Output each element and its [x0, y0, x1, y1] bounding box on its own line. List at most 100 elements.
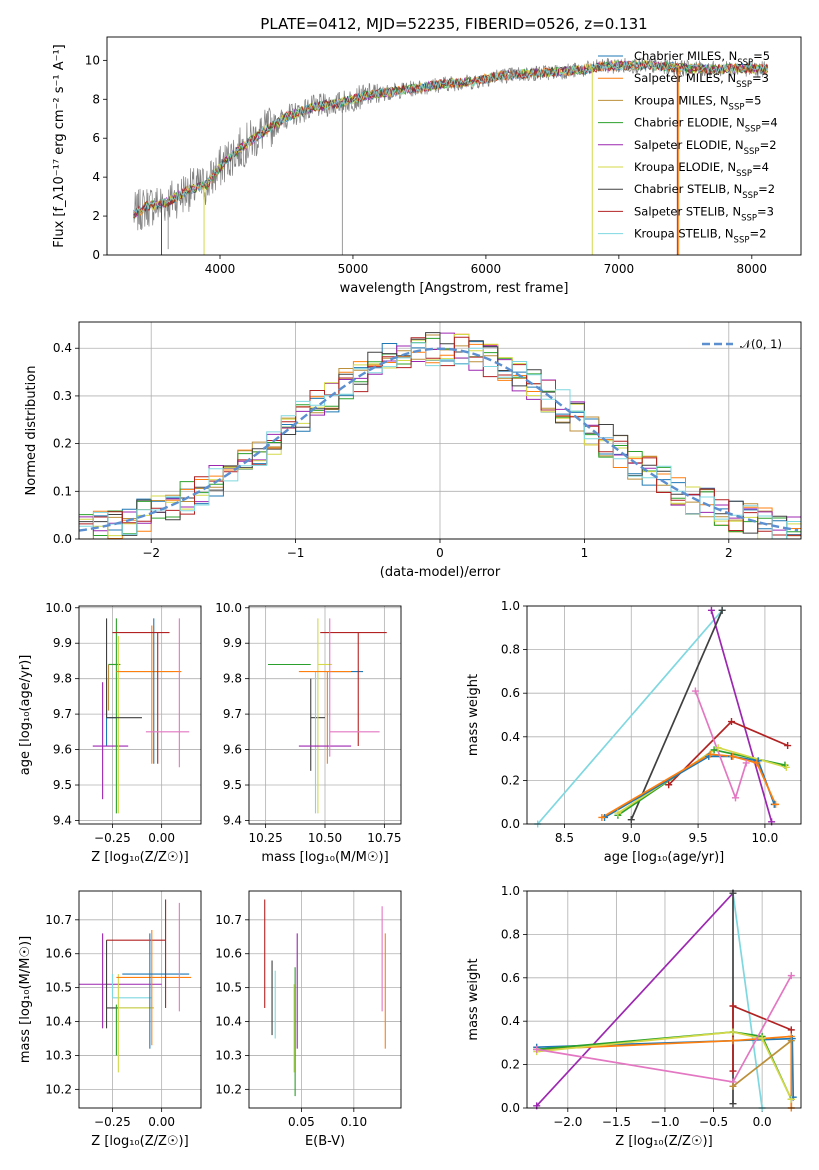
plus-marker — [665, 781, 673, 789]
y-axis-label: Flux [f_λ10⁻¹⁷ erg cm⁻² s⁻¹ A⁻¹] — [52, 44, 67, 248]
y-tick-label: 10.0 — [45, 601, 72, 615]
legend-label: Chabrier ELODIE, NSSP=4 — [634, 116, 778, 135]
y-axis-label: mass weight — [466, 674, 481, 756]
y-tick-label: 1.0 — [501, 884, 520, 898]
x-tick-label: −2.0 — [553, 1115, 582, 1129]
mass-weight-series-line — [536, 1031, 793, 1100]
plot-area — [133, 57, 769, 255]
y-axis-label: age [log₁₀(age/yr)] — [18, 655, 33, 776]
x-tick-label: 10.50 — [308, 831, 342, 845]
plus-marker — [691, 687, 699, 695]
x-tick-label: −1 — [287, 546, 305, 560]
x-axis-label: wavelength [Angstrom, rest frame] — [340, 281, 569, 296]
y-tick-label: 0.8 — [501, 643, 520, 657]
legend-label: Kroupa MILES, NSSP=5 — [634, 93, 761, 112]
y-tick-label: 8 — [92, 92, 100, 106]
x-tick-label: 0.00 — [148, 831, 175, 845]
mass-weight-vs-age-panel: 8.5 9.0 9.5 10.0 0.0 0.2 0.4 0.6 0.8 1.0 age [log₁… — [466, 599, 802, 865]
plus-marker — [729, 1067, 737, 1075]
plus-marker — [787, 972, 795, 980]
x-axis-label: (data-model)/error — [380, 565, 501, 580]
x-tick-label: 10.25 — [248, 831, 282, 845]
normal-distribution-curve — [79, 347, 799, 532]
legend-label: Salpeter MILES, NSSP=3 — [634, 71, 769, 90]
y-tick-label: 2 — [92, 209, 100, 223]
legend-label: Salpeter STELIB, NSSP=3 — [634, 204, 774, 223]
y-axis-label: mass [log₁₀(M/M☉)] — [18, 936, 33, 1063]
legend-label: Kroupa STELIB, NSSP=2 — [634, 227, 766, 246]
axes-frame — [526, 890, 802, 1109]
y-tick-label: 0.2 — [501, 1058, 520, 1072]
axes-frame — [526, 605, 802, 825]
x-axis-label: Z [log₁₀(Z/Z☉)] — [91, 1134, 188, 1149]
y-tick-label: 9.8 — [53, 672, 72, 686]
plus-marker — [727, 718, 735, 726]
legend-label: Salpeter ELODIE, NSSP=2 — [634, 138, 777, 157]
x-tick-label: −0.25 — [94, 831, 131, 845]
plus-marker — [707, 606, 715, 614]
y-tick-label: 10 — [85, 53, 100, 67]
y-tick-label: 10.7 — [215, 913, 242, 927]
plus-marker — [729, 752, 737, 760]
x-axis-label: Z [log₁₀(Z/Z☉)] — [615, 1134, 712, 1149]
plot-area — [92, 618, 190, 814]
y-tick-label: 9.9 — [53, 636, 72, 650]
plus-marker — [706, 750, 714, 758]
plus-marker — [787, 1026, 795, 1034]
x-tick-label: 7000 — [604, 262, 635, 276]
x-tick-label: 0 — [436, 546, 444, 560]
plus-marker — [729, 1002, 737, 1010]
x-tick-label: 4000 — [205, 262, 236, 276]
x-tick-label: 9.0 — [622, 831, 641, 845]
chart-title: PLATE=0412, MJD=52235, FIBERID=0526, z=0… — [260, 15, 647, 33]
y-tick-label: 9.4 — [223, 813, 242, 827]
plus-marker — [784, 742, 792, 750]
y-tick-label: 1.0 — [501, 599, 520, 613]
legend-label: 𝒩(0, 1) — [740, 337, 782, 351]
plus-marker — [753, 759, 761, 767]
y-tick-label: 10.6 — [45, 947, 72, 961]
x-tick-label: 1 — [581, 546, 589, 560]
x-tick-label: 6000 — [471, 262, 502, 276]
y-tick-label: 0.0 — [501, 1101, 520, 1115]
histogram-step-line — [79, 342, 801, 539]
plus-marker — [729, 1037, 737, 1045]
y-tick-label: 9.5 — [53, 778, 72, 792]
y-tick-label: 10.6 — [215, 947, 242, 961]
plus-marker — [772, 800, 780, 808]
plus-marker — [598, 813, 606, 821]
plot-area — [537, 609, 788, 824]
legend-label: Kroupa ELODIE, NSSP=4 — [634, 160, 769, 179]
x-tick-label: −0.25 — [94, 1115, 131, 1129]
spectrum-panel: 4000 5000 6000 7000 8000 0 2 4 6 8 10 wavelength [A… — [52, 15, 802, 296]
mass-weight-vs-metallicity-panel: −2.0 −1.5 −1.0 −0.5 0.0 0.0 0.2 0.4 0.6 0.8 1.0 Z [… — [466, 884, 802, 1149]
y-tick-label: 9.7 — [53, 707, 72, 721]
y-tick-label: 9.9 — [223, 636, 242, 650]
axes-frame — [248, 605, 402, 825]
y-tick-label: 10.2 — [215, 1082, 242, 1096]
y-tick-label: 0.6 — [501, 971, 520, 985]
plot-area — [79, 899, 192, 1073]
axes-frame — [78, 890, 202, 1109]
x-tick-label: 10.0 — [752, 831, 779, 845]
mass-weight-series-line — [732, 893, 763, 1108]
y-tick-label: 6 — [92, 131, 100, 145]
y-tick-label: 0.3 — [53, 389, 72, 403]
y-tick-label: 10.7 — [45, 913, 72, 927]
y-tick-label: 9.7 — [223, 707, 242, 721]
y-tick-label: 10.2 — [45, 1082, 72, 1096]
y-tick-label: 0.2 — [53, 437, 72, 451]
x-axis-label: age [log₁₀(age/yr)] — [604, 850, 725, 865]
x-tick-label: 0.05 — [288, 1115, 315, 1129]
plot-area — [268, 618, 387, 814]
y-tick-label: 9.4 — [53, 813, 72, 827]
mass-vs-extinction-panel: 0.05 0.10 10.2 10.3 10.4 10.5 10.6 10.7 E(B-V) — [215, 890, 402, 1149]
x-tick-label: 8000 — [737, 262, 768, 276]
x-tick-label: 0.00 — [148, 1115, 175, 1129]
y-tick-label: 9.8 — [223, 672, 242, 686]
plus-marker — [787, 1037, 795, 1045]
residual-histogram-panel: −2 −1 0 1 2 0.0 0.1 0.2 0.3 0.4 (data-model)/error… — [24, 321, 802, 580]
y-tick-label: 10.5 — [215, 981, 242, 995]
y-tick-label: 10.4 — [45, 1015, 72, 1029]
y-tick-label: 0 — [92, 248, 100, 262]
